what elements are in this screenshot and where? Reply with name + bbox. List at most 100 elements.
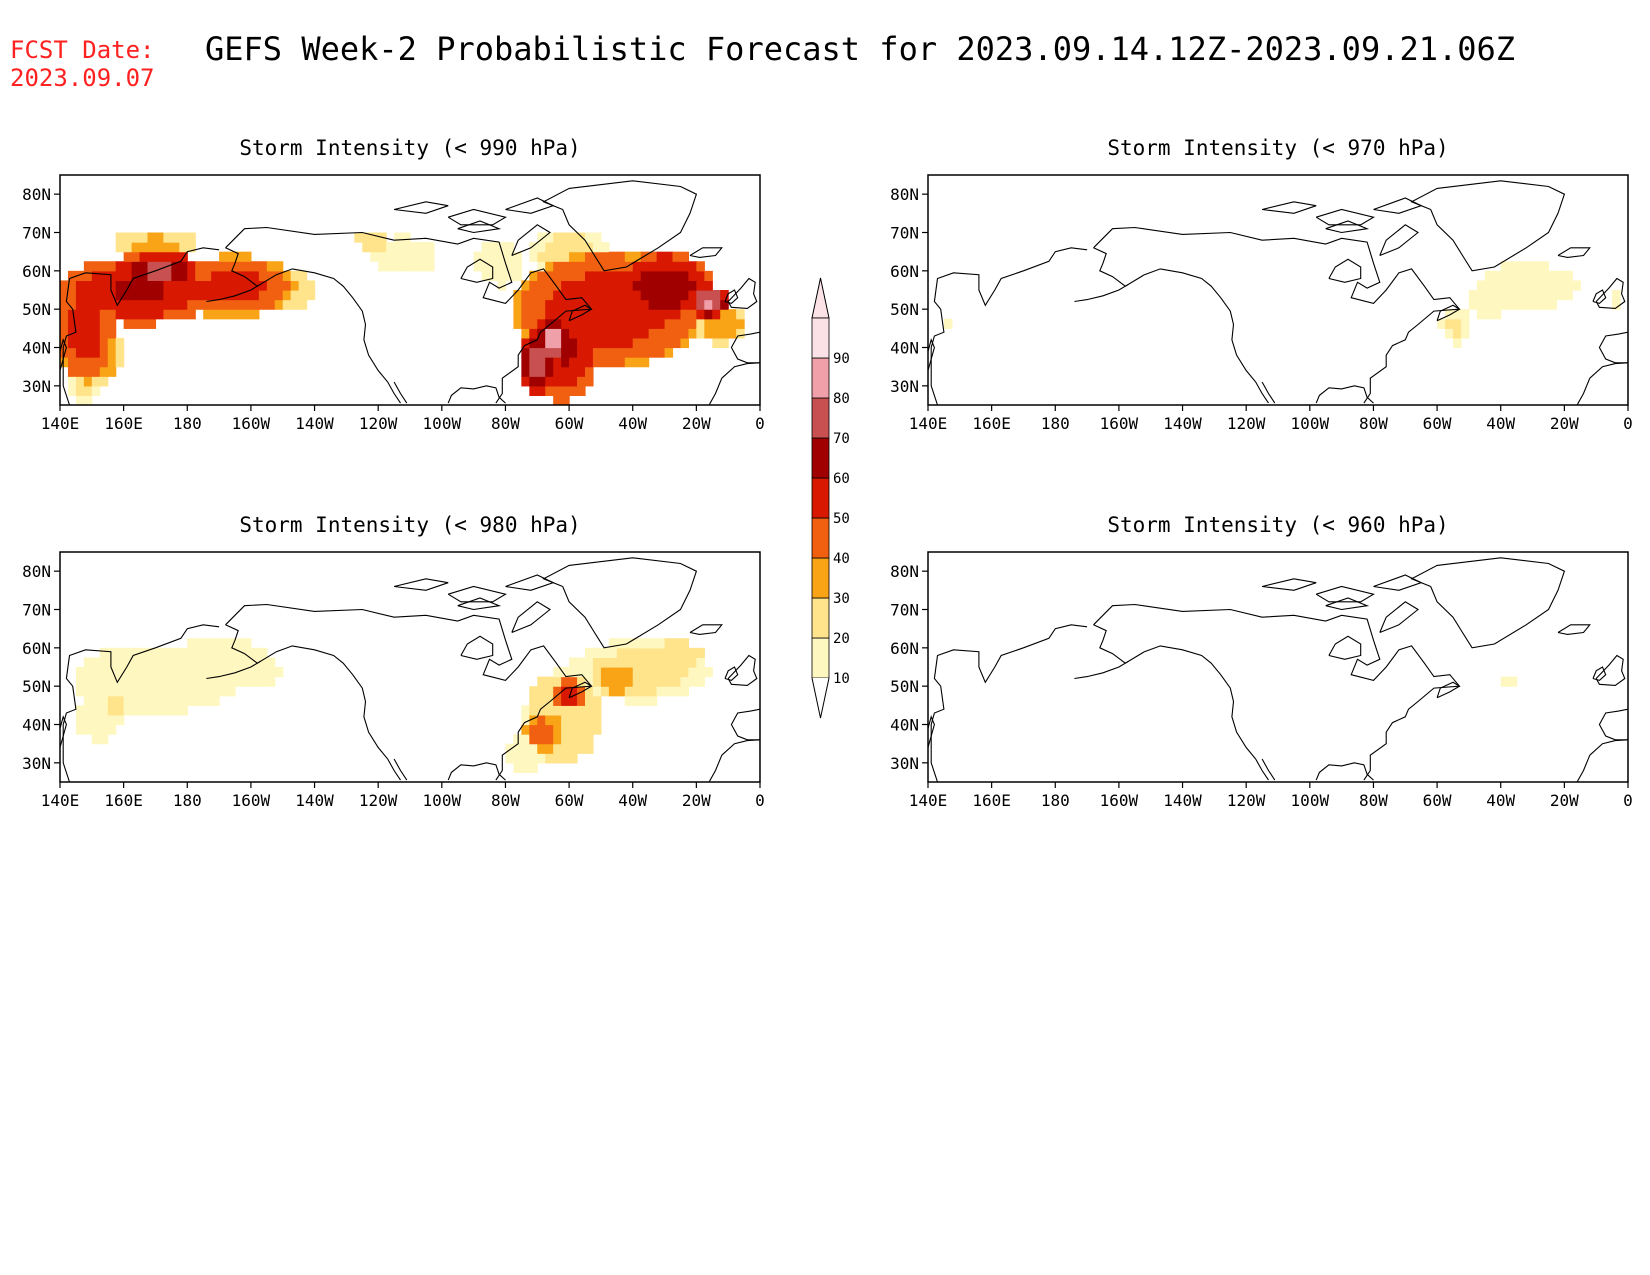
prob-cell (608, 647, 618, 659)
prob-cell (569, 357, 578, 368)
prob-cell (513, 261, 522, 272)
prob-cell (1508, 299, 1518, 310)
prob-cell (537, 328, 546, 339)
prob-cell (696, 318, 705, 329)
prob-cell (600, 676, 610, 687)
prob-cell (266, 261, 276, 272)
coastline (1410, 180, 1566, 272)
lon-tick-label: 160E (104, 791, 143, 810)
prob-cell (616, 328, 626, 339)
prob-cell (569, 376, 578, 387)
lat-tick-label: 70N (22, 601, 51, 620)
prob-cell (123, 695, 133, 706)
prob-cell (473, 261, 483, 272)
coastline (447, 762, 506, 781)
prob-cell (736, 318, 745, 329)
prob-cell (640, 357, 650, 368)
prob-cell (163, 686, 172, 697)
prob-cell (107, 270, 117, 282)
coastline (1315, 585, 1375, 603)
map-panel-p990: Storm Intensity (< 990 hPa) 140E 160E 180 16… (22, 136, 765, 433)
prob-cell (537, 309, 546, 320)
prob-cell (608, 676, 618, 687)
prob-cell (242, 638, 252, 649)
prob-cell (139, 318, 149, 329)
prob-cell (577, 261, 586, 272)
prob-cell (656, 638, 666, 649)
colorbar-segment (811, 597, 830, 639)
prob-cell (553, 290, 562, 301)
prob-cell (115, 280, 125, 291)
prob-cell (553, 347, 562, 358)
prob-cell (712, 309, 721, 320)
prob-cell (561, 734, 570, 745)
prob-cell (553, 280, 562, 291)
prob-cell (60, 299, 69, 310)
prob-cell (680, 280, 689, 291)
prob-cell (67, 290, 77, 301)
prob-cell (592, 318, 602, 329)
prob-cell (664, 667, 674, 678)
prob-cell (187, 261, 196, 272)
prob-cell (171, 676, 180, 687)
prob-cell (187, 280, 196, 291)
prob-cell (402, 251, 411, 262)
prob-cell (688, 261, 697, 272)
prob-cell (115, 647, 125, 659)
prob-cell (505, 743, 514, 754)
prob-cell (179, 270, 188, 282)
prob-cell (545, 366, 554, 377)
map-panel-p960: Storm Intensity (< 960 hPa) 140E 160E 180 16… (890, 513, 1633, 810)
prob-cell (569, 347, 578, 358)
prob-cell (1564, 290, 1573, 301)
prob-cell (672, 251, 682, 262)
prob-cell (195, 695, 204, 706)
prob-cell (537, 385, 546, 397)
prob-cell (107, 347, 117, 358)
prob-cell (577, 242, 586, 253)
lon-tick-label: 160W (232, 791, 271, 810)
prob-cell (577, 337, 586, 349)
prob-cell (616, 357, 626, 368)
prob-cell (600, 667, 610, 678)
prob-cell (171, 251, 180, 262)
prob-cell (60, 328, 69, 339)
prob-cell (585, 686, 594, 697)
prob-cell (83, 280, 93, 291)
prob-cell (171, 657, 180, 668)
prob-cell (171, 705, 180, 716)
prob-cell (131, 695, 141, 706)
prob-cell (147, 290, 157, 301)
prob-cell (211, 667, 220, 678)
prob-cell (123, 290, 133, 301)
coastline (1379, 224, 1419, 257)
prob-cell (394, 232, 403, 243)
prob-cell (99, 328, 109, 339)
prob-cell (1500, 290, 1510, 301)
prob-cell (203, 695, 212, 706)
prob-cell (179, 232, 188, 243)
lon-tick-label: 160E (972, 414, 1011, 433)
prob-cell (203, 261, 212, 272)
prob-cell (147, 242, 157, 253)
prob-cell (107, 280, 117, 291)
prob-cell (75, 337, 85, 349)
coastline (1595, 277, 1626, 309)
prob-cell (656, 667, 666, 678)
lon-tick-label: 180 (1041, 414, 1070, 433)
prob-cell (592, 714, 602, 726)
prob-cell (131, 686, 141, 697)
prob-cell (242, 657, 252, 668)
prob-cell (187, 667, 196, 678)
prob-cell (672, 686, 682, 697)
prob-cell (67, 318, 77, 329)
prob-cell (672, 676, 682, 687)
prob-cell (497, 280, 507, 291)
prob-cell (123, 318, 133, 329)
prob-cell (529, 686, 538, 697)
prob-cell (640, 686, 650, 697)
prob-cell (553, 242, 562, 253)
prob-cell (83, 695, 93, 706)
prob-cell (179, 242, 188, 253)
prob-cell (195, 647, 204, 659)
